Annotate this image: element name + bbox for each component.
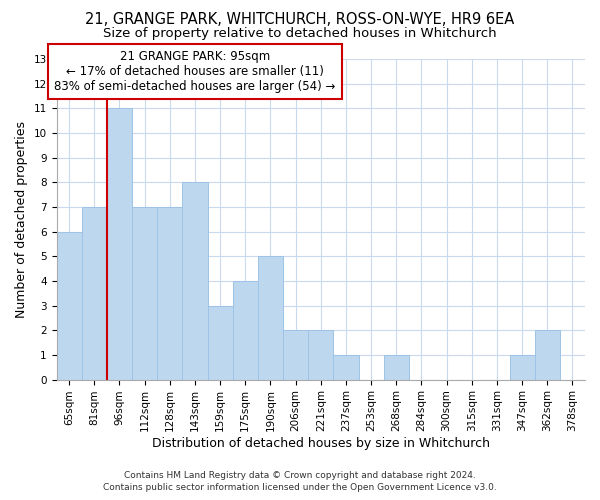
Bar — [56, 232, 82, 380]
Bar — [182, 182, 208, 380]
Bar — [132, 207, 157, 380]
Bar — [334, 355, 359, 380]
Bar — [233, 281, 258, 380]
Bar — [157, 207, 182, 380]
Text: 21, GRANGE PARK, WHITCHURCH, ROSS-ON-WYE, HR9 6EA: 21, GRANGE PARK, WHITCHURCH, ROSS-ON-WYE… — [85, 12, 515, 28]
Bar — [82, 207, 107, 380]
Text: Size of property relative to detached houses in Whitchurch: Size of property relative to detached ho… — [103, 28, 497, 40]
Bar — [283, 330, 308, 380]
Bar — [208, 306, 233, 380]
Text: Contains HM Land Registry data © Crown copyright and database right 2024.
Contai: Contains HM Land Registry data © Crown c… — [103, 471, 497, 492]
Bar — [107, 108, 132, 380]
Bar — [383, 355, 409, 380]
Bar — [509, 355, 535, 380]
Y-axis label: Number of detached properties: Number of detached properties — [15, 121, 28, 318]
Bar — [535, 330, 560, 380]
Text: 21 GRANGE PARK: 95sqm
← 17% of detached houses are smaller (11)
83% of semi-deta: 21 GRANGE PARK: 95sqm ← 17% of detached … — [54, 50, 335, 93]
Bar — [308, 330, 334, 380]
X-axis label: Distribution of detached houses by size in Whitchurch: Distribution of detached houses by size … — [152, 437, 490, 450]
Bar — [258, 256, 283, 380]
